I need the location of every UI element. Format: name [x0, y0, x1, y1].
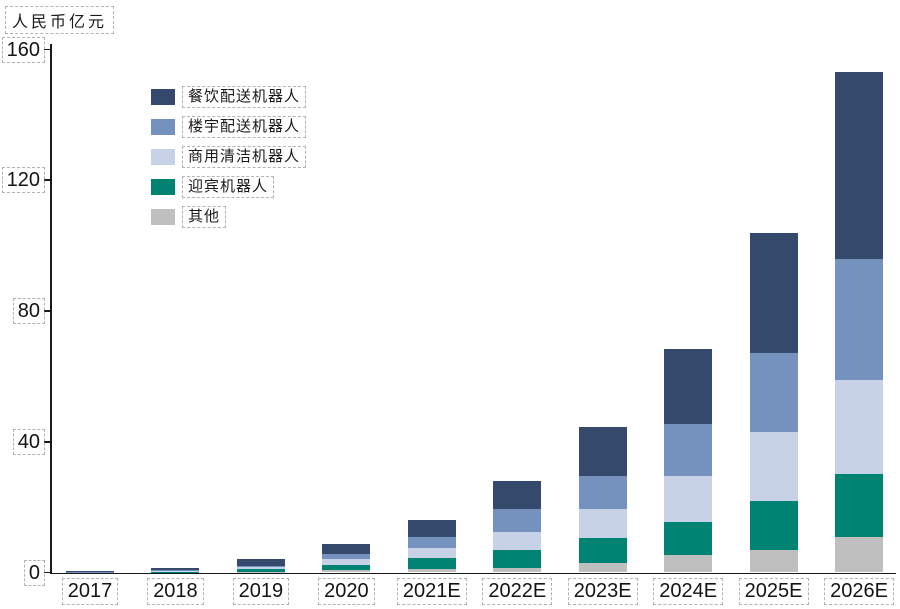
bar-segment-2019	[236, 569, 285, 572]
bar-segment-2017	[66, 571, 114, 573]
x-axis-label-2018: 2018	[147, 578, 204, 605]
bar-segment-2018	[151, 572, 200, 573]
legend-label: 餐饮配送机器人	[182, 85, 307, 108]
bar-segment-2025E	[749, 431, 798, 501]
y-axis-line	[50, 44, 52, 573]
bar-segment-2018	[151, 569, 200, 571]
bar-segment-2025E	[749, 353, 798, 432]
bar-segment-2017	[66, 571, 114, 572]
bar-segment-2023E	[578, 427, 627, 477]
bar-segment-2026E	[835, 379, 884, 475]
x-axis-label-2021E: 2021E	[396, 578, 467, 605]
x-axis-label-2024E: 2024E	[653, 578, 724, 605]
legend-swatch	[151, 178, 175, 195]
x-axis-label-2026E: 2026E	[824, 578, 894, 605]
bar-segment-2017	[66, 572, 114, 573]
legend-label: 楼宇配送机器人	[182, 115, 307, 138]
bar-segment-2018	[151, 570, 200, 572]
bar-segment-2019	[236, 567, 285, 570]
y-tick-mark	[44, 571, 51, 574]
x-axis-label-2017: 2017	[61, 578, 119, 605]
bar-segment-2024E	[664, 476, 713, 522]
y-tick-label: 0	[23, 559, 45, 586]
bar-segment-2024E	[664, 521, 713, 555]
bar-segment-2021E	[407, 557, 456, 570]
bar-segment-2022E	[493, 480, 542, 509]
bar-segment-2020	[322, 569, 371, 573]
bar-segment-2022E	[493, 549, 542, 568]
bar-segment-2023E	[578, 508, 627, 539]
bar-segment-2019	[236, 559, 285, 566]
bar-segment-2022E	[493, 531, 542, 550]
legend: 餐饮配送机器人 楼宇配送机器人 商用清洁机器人 迎宾机器人其他	[151, 85, 307, 228]
bar-segment-2026E	[835, 72, 884, 259]
legend-item: 商用清洁机器人	[151, 145, 307, 168]
legend-swatch	[151, 88, 175, 105]
y-axis-unit-label: 人民币亿元	[5, 6, 115, 34]
y-tick-mark	[44, 440, 51, 443]
legend-label: 其他	[182, 205, 227, 228]
x-axis-label-2019: 2019	[232, 578, 290, 605]
x-axis-label-2022E: 2022E	[482, 578, 553, 605]
bar-segment-2020	[322, 565, 371, 570]
bar-segment-2026E	[835, 536, 884, 573]
bar-segment-2024E	[664, 554, 713, 573]
bar-segment-2021E	[407, 547, 456, 558]
bar-segment-2023E	[578, 538, 627, 563]
bar-segment-2025E	[749, 500, 798, 550]
bar-segment-2019	[236, 565, 285, 568]
legend-swatch	[151, 118, 175, 135]
bar-segment-2023E	[578, 562, 627, 573]
bar-segment-2025E	[749, 232, 798, 354]
bar-segment-2021E	[407, 520, 456, 537]
bar-segment-2026E	[835, 258, 884, 380]
bar-segment-2022E	[493, 567, 542, 573]
bar-segment-2020	[322, 558, 371, 566]
x-axis-label-2020: 2020	[318, 578, 375, 605]
bar-segment-2024E	[664, 348, 713, 424]
x-axis-label-2025E: 2025E	[738, 578, 809, 605]
legend-label: 商用清洁机器人	[182, 145, 307, 168]
legend-swatch	[151, 148, 175, 165]
y-tick-mark	[44, 179, 51, 182]
x-axis-label-2023E: 2023E	[567, 578, 638, 605]
legend-swatch	[151, 208, 175, 225]
bar-segment-2020	[322, 544, 371, 554]
bar-segment-2021E	[407, 536, 456, 548]
bar-segment-2025E	[749, 549, 798, 573]
bar-segment-2018	[151, 571, 200, 573]
y-tick-label: 80	[12, 298, 45, 324]
legend-item: 餐饮配送机器人	[151, 85, 307, 108]
bar-segment-2018	[151, 567, 200, 570]
y-tick-mark	[44, 48, 51, 51]
legend-item: 其他	[151, 205, 306, 228]
legend-label: 迎宾机器人	[182, 175, 275, 198]
bar-segment-2019	[236, 571, 285, 573]
bar-segment-2021E	[407, 569, 456, 573]
y-tick-label: 120	[1, 167, 45, 194]
x-axis-line	[50, 572, 896, 575]
y-tick-label: 40	[12, 428, 45, 455]
bar-segment-2022E	[493, 508, 542, 532]
bar-segment-2023E	[578, 476, 627, 509]
legend-item: 楼宇配送机器人	[151, 115, 307, 138]
bar-segment-2026E	[835, 474, 884, 537]
y-tick-label: 160	[1, 36, 45, 63]
bar-segment-2020	[322, 553, 371, 559]
legend-item: 迎宾机器人	[151, 175, 306, 198]
bar-segment-2024E	[664, 423, 713, 477]
y-tick-mark	[44, 310, 51, 312]
